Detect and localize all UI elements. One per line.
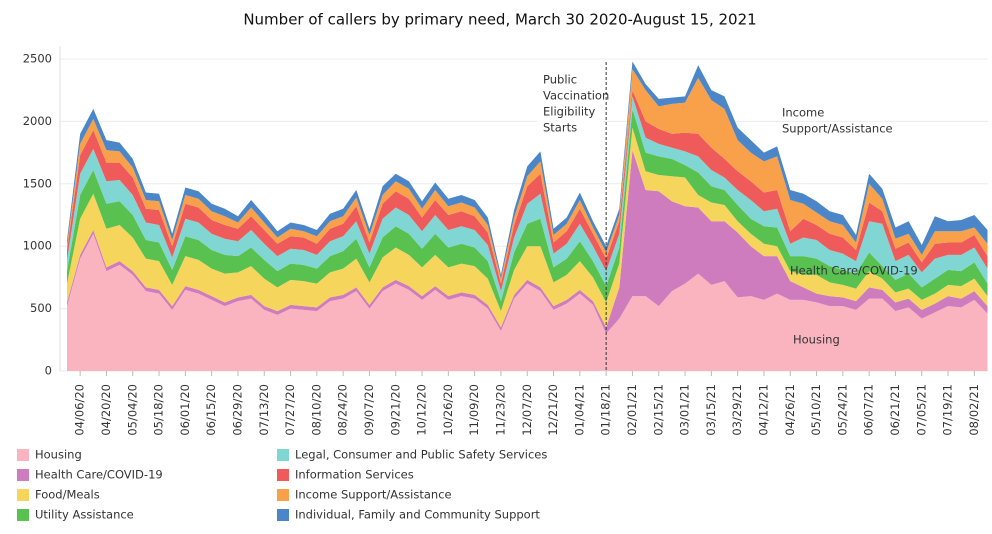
- x-tick-label: 06/29/20: [230, 384, 244, 436]
- x-tick-label: 11/09/20: [467, 384, 481, 436]
- x-tick-label: 02/01/21: [625, 384, 639, 436]
- x-tick-label: 12/21/20: [546, 384, 560, 436]
- x-tick-label: 08/24/20: [336, 384, 350, 436]
- x-tick-label: 04/06/20: [73, 384, 87, 436]
- x-tick-label: 06/07/21: [862, 384, 876, 436]
- chart-title: Number of callers by primary need, March…: [243, 11, 756, 29]
- x-tick-label: 11/23/20: [493, 384, 507, 436]
- x-tick-label: 07/27/20: [283, 384, 297, 436]
- x-tick-label: 04/12/21: [756, 384, 770, 436]
- x-tick-label: 01/04/21: [572, 384, 586, 436]
- legend-swatch: [277, 509, 289, 521]
- x-tick-label: 05/24/21: [835, 384, 849, 436]
- area: [67, 96, 988, 302]
- annotation: Health Care/COVID-19: [790, 264, 918, 278]
- x-tick-label: 04/20/20: [99, 384, 113, 436]
- y-tick-label: 500: [30, 301, 52, 315]
- x-tick-label: 05/04/20: [125, 384, 139, 436]
- x-tick-label: 07/05/21: [914, 384, 928, 436]
- area: [67, 61, 988, 279]
- x-tick-label: 01/18/21: [599, 384, 613, 436]
- area: [67, 150, 988, 334]
- x-tick-label: 08/02/21: [967, 384, 981, 436]
- x-tick-label: 04/26/21: [783, 384, 797, 436]
- y-tick-label: 0: [45, 364, 52, 378]
- annotation: Support/Assistance: [782, 122, 893, 136]
- legend-label: Food/Meals: [35, 488, 100, 502]
- legend-label: Legal, Consumer and Public Safety Servic…: [295, 448, 547, 462]
- legend-label: Individual, Family and Community Support: [295, 508, 540, 522]
- annotation: Vaccination: [543, 89, 609, 103]
- legend-swatch: [17, 449, 29, 461]
- y-tick-label: 1500: [23, 176, 52, 190]
- x-tick-label: 03/29/21: [730, 384, 744, 436]
- annotation: Public: [543, 73, 577, 87]
- x-tick-label: 09/07/20: [362, 384, 376, 436]
- x-tick-label: 07/19/21: [941, 384, 955, 436]
- x-tick-label: 06/21/21: [888, 384, 902, 436]
- x-tick-label: 12/07/20: [520, 384, 534, 436]
- annotation: Housing: [793, 333, 840, 347]
- x-tick-label: 03/01/21: [678, 384, 692, 436]
- annotation: Starts: [543, 121, 577, 135]
- legend-swatch: [277, 489, 289, 501]
- x-tick-label: 10/12/20: [415, 384, 429, 436]
- annotation: Eligibility: [543, 105, 596, 119]
- annotation: Income: [782, 106, 824, 120]
- legend-label: Information Services: [295, 468, 414, 482]
- x-tick-label: 06/01/20: [178, 384, 192, 436]
- annotation-box: [537, 67, 603, 143]
- legend-swatch: [17, 509, 29, 521]
- area: [67, 90, 988, 292]
- legend-label: Housing: [35, 448, 82, 462]
- legend-label: Income Support/Assistance: [295, 488, 452, 502]
- area: [67, 233, 988, 371]
- x-tick-label: 08/10/20: [309, 384, 323, 436]
- x-tick-label: 03/15/21: [704, 384, 718, 436]
- x-tick-label: 10/26/20: [441, 384, 455, 436]
- x-tick-label: 05/18/20: [152, 384, 166, 436]
- x-tick-label: 02/15/21: [651, 384, 665, 436]
- legend-swatch: [17, 489, 29, 501]
- legend-swatch: [277, 469, 289, 481]
- legend-swatch: [17, 469, 29, 481]
- x-tick-label: 09/21/20: [388, 384, 402, 436]
- x-tick-label: 05/10/21: [809, 384, 823, 436]
- y-tick-label: 1000: [23, 239, 52, 253]
- legend-label: Utility Assistance: [35, 508, 134, 522]
- y-tick-label: 2500: [23, 51, 52, 65]
- area: [67, 108, 988, 312]
- legend-label: Health Care/COVID-19: [35, 468, 163, 482]
- x-tick-label: 06/15/20: [204, 384, 218, 436]
- y-tick-label: 2000: [23, 114, 52, 128]
- x-tick-label: 07/13/20: [257, 384, 271, 436]
- legend-swatch: [277, 449, 289, 461]
